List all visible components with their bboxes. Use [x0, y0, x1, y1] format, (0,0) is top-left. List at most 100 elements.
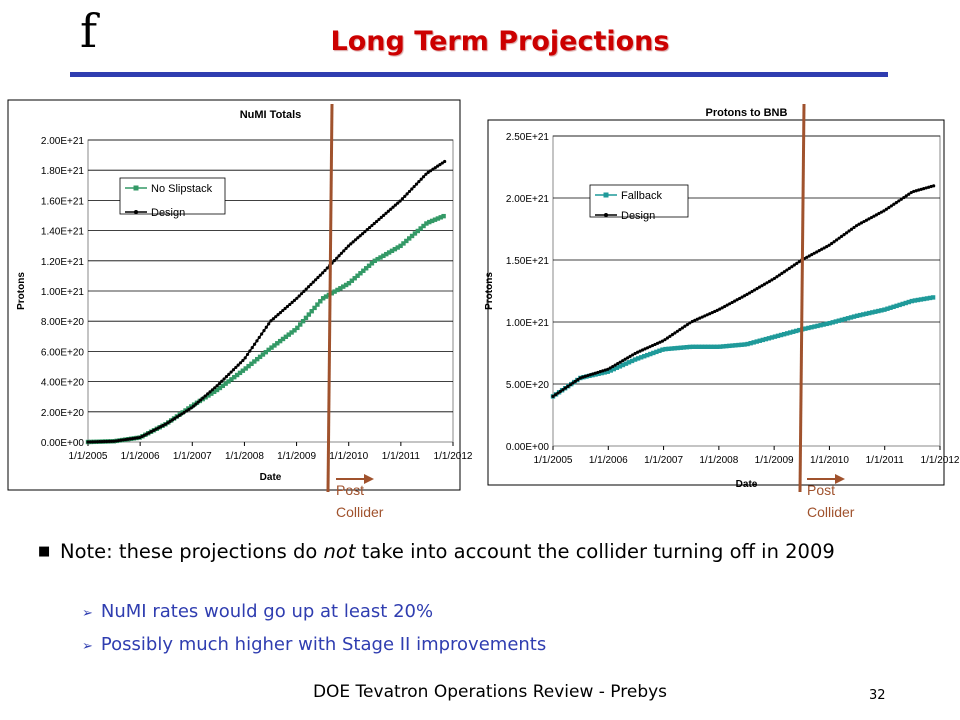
- y-tick-label: 4.00E+20: [41, 378, 85, 389]
- data-point: [278, 310, 283, 315]
- data-point: [257, 335, 261, 340]
- data-point: [906, 299, 911, 305]
- data-point: [787, 330, 793, 335]
- data-point: [642, 354, 647, 359]
- data-point: [705, 313, 709, 317]
- data-point: [283, 306, 287, 311]
- data-point: [755, 286, 759, 291]
- data-point: [369, 261, 375, 266]
- data-point: [352, 276, 357, 281]
- data-point: [663, 338, 667, 342]
- y-axis-label: Protons: [16, 272, 27, 310]
- data-point: [924, 186, 928, 190]
- data-point: [751, 340, 756, 345]
- data-point: [214, 387, 220, 393]
- data-point: [899, 197, 903, 201]
- data-point: [628, 354, 632, 358]
- data-point: [243, 356, 247, 360]
- x-tick-label: 1/1/2010: [810, 455, 849, 466]
- data-point: [306, 285, 311, 289]
- data-point: [329, 291, 334, 296]
- data-point: [573, 379, 577, 383]
- data-point: [603, 368, 607, 372]
- data-point: [902, 195, 906, 200]
- x-tick-label: 1/1/2009: [277, 451, 316, 462]
- data-point: [112, 439, 116, 443]
- data-point: [349, 278, 355, 283]
- data-point: [241, 358, 245, 363]
- data-point: [730, 300, 734, 305]
- data-point: [588, 373, 592, 377]
- data-point: [915, 297, 921, 303]
- data-point: [211, 389, 217, 395]
- data-point: [645, 352, 650, 358]
- data-point: [857, 222, 861, 226]
- data-point: [250, 346, 254, 350]
- data-point: [785, 268, 789, 272]
- data-point: [623, 357, 627, 361]
- data-point: [638, 349, 642, 353]
- data-point: [777, 273, 781, 277]
- data-point: [290, 300, 294, 305]
- data-point: [311, 280, 315, 284]
- fermilab-logo: f: [80, 4, 98, 58]
- post-collider-line: [326, 103, 334, 493]
- data-point: [705, 344, 711, 349]
- data-point: [375, 219, 379, 224]
- data-point: [255, 339, 259, 343]
- data-point: [900, 301, 905, 307]
- data-point: [727, 343, 732, 349]
- data-point: [872, 214, 876, 218]
- data-point: [769, 335, 775, 340]
- data-point: [837, 236, 841, 240]
- data-point: [561, 388, 565, 392]
- data-point: [338, 286, 343, 291]
- data-point: [147, 431, 151, 435]
- data-point: [323, 294, 329, 299]
- data-point: [274, 315, 278, 319]
- x-tick-label: 1/1/2005: [69, 451, 108, 462]
- data-point: [815, 250, 819, 254]
- data-point: [702, 344, 708, 349]
- data-point: [309, 282, 313, 287]
- data-point: [818, 323, 823, 328]
- data-point: [851, 314, 857, 319]
- data-point: [107, 439, 111, 443]
- data-point: [929, 184, 933, 189]
- data-point: [736, 342, 741, 348]
- data-point: [681, 345, 686, 350]
- data-point: [396, 201, 400, 205]
- data-point: [713, 309, 717, 314]
- data-point: [742, 294, 747, 298]
- data-point: [917, 188, 921, 192]
- data-point: [370, 223, 374, 228]
- data-point: [921, 296, 927, 302]
- data-point: [332, 289, 337, 294]
- data-point: [285, 304, 290, 309]
- data-point: [429, 218, 435, 224]
- x-tick-label: 1/1/2012: [921, 455, 960, 466]
- data-point: [867, 310, 872, 316]
- data-point: [356, 236, 360, 240]
- x-tick-label: 1/1/2006: [589, 455, 628, 466]
- data-point: [832, 240, 836, 244]
- data-point: [847, 229, 851, 233]
- data-point: [745, 292, 749, 296]
- data-point: [441, 213, 446, 219]
- data-point: [754, 339, 759, 344]
- data-point: [617, 364, 623, 369]
- data-point: [339, 251, 344, 255]
- data-point: [695, 317, 699, 321]
- data-point: [894, 200, 898, 205]
- data-point: [412, 231, 418, 236]
- data-point: [914, 189, 918, 193]
- data-point: [638, 355, 644, 360]
- data-point: [366, 263, 372, 268]
- data-point: [440, 161, 444, 165]
- data-point: [102, 439, 107, 444]
- data-point: [316, 275, 320, 280]
- data-point: [234, 372, 240, 378]
- data-point: [867, 217, 871, 221]
- data-point: [739, 342, 744, 347]
